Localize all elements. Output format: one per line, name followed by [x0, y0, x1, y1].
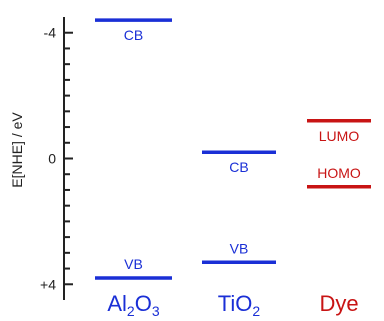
- al2o3-column-label: Al2O3: [107, 291, 159, 319]
- tick-label: 0: [48, 151, 56, 167]
- dye-homo-label: HOMO: [317, 165, 361, 181]
- tio2-label-base: TiO: [218, 291, 253, 316]
- dye-lumo-label: LUMO: [319, 128, 360, 144]
- axis-label: E[NHE] / eV: [9, 112, 25, 188]
- al2o3-cb-label: CB: [124, 27, 143, 43]
- tio2-cb-label: CB: [229, 159, 248, 175]
- tio2-label-sub1: 2: [252, 303, 260, 319]
- al2o3-label-sub1: 2: [127, 303, 135, 319]
- tio2-column-label: TiO2: [218, 291, 261, 319]
- al2o3-label-base: Al: [107, 291, 127, 316]
- tick-label: -4: [44, 25, 57, 41]
- dye-label-base: Dye: [319, 291, 358, 316]
- al2o3-label-mid: O: [135, 291, 152, 316]
- energy-axis: -4 0 +4: [40, 17, 73, 300]
- dye-column-label: Dye: [319, 291, 358, 316]
- al2o3-vb-label: VB: [124, 256, 143, 272]
- al2o3-label-sub2: 3: [152, 303, 160, 319]
- energy-levels: CB VB CB VB LUMO HOMO: [95, 18, 371, 280]
- tick-label: +4: [40, 276, 56, 292]
- column-labels: Al2O3 TiO2 Dye: [107, 291, 358, 319]
- tio2-vb-label: VB: [230, 240, 249, 256]
